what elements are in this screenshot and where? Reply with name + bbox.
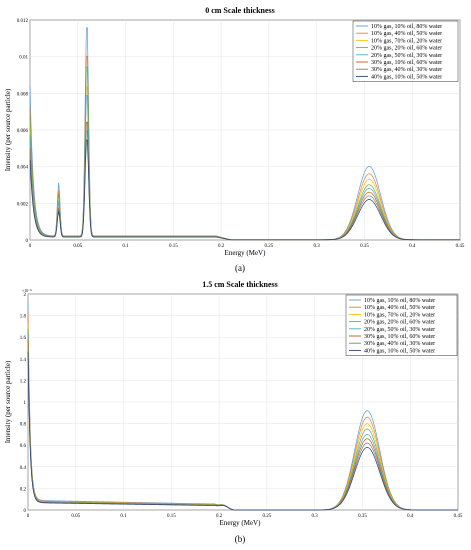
panel-a-ylabel: Intensity (per source particle) (4, 88, 12, 171)
legend-entry: 40% gas, 10% oil, 50% water (371, 74, 442, 80)
x-tick-label: 0.25 (263, 514, 272, 519)
x-tick-label: 0.05 (73, 244, 82, 249)
x-tick-label: 0.2 (216, 514, 223, 519)
x-tick-label: 0.3 (314, 244, 321, 249)
legend-entry: 10% gas, 10% oil, 80% water (371, 24, 442, 30)
y-tick-label: 1.6 (20, 336, 27, 341)
legend-entry: 20% gas, 50% oil, 30% water (371, 53, 442, 59)
y-tick-label: 0 (26, 239, 29, 244)
x-tick-label: 0.35 (358, 514, 367, 519)
legend-entry: 10% gas, 40% oil, 50% water (364, 305, 435, 311)
x-tick-label: 0.45 (454, 514, 463, 519)
y-tick-label: 2 (24, 293, 27, 298)
legend-box (352, 20, 459, 82)
x-tick-label: 0.25 (265, 244, 274, 249)
legend-entry: 20% gas, 20% oil, 60% water (371, 46, 442, 52)
x-tick-label: 0.4 (409, 244, 416, 249)
legend-entry: 20% gas, 50% oil, 30% water (364, 327, 435, 333)
y-tick-label: 1 (24, 401, 27, 406)
legend-entry: 30% gas, 40% oil, 30% water (371, 67, 442, 73)
panel-b-title: 1.5 cm Scale thickness (202, 280, 278, 289)
x-tick-label: 0 (27, 514, 30, 519)
x-tick-label: 0.1 (120, 514, 127, 519)
x-tick-label: 0.05 (71, 514, 80, 519)
panel-a-ticks: 0 0.05 0.1 0.15 0.2 0.25 0.3 0.35 0.4 0.45 0 0.002 0… (17, 19, 465, 249)
panel-b-ylabel: Intensity (per source particle) (4, 360, 12, 443)
legend-entry: 10% gas, 70% oil, 20% water (371, 38, 442, 44)
x-tick-label: 0.15 (169, 244, 178, 249)
x-tick-label: 0.3 (312, 514, 319, 519)
panel-a-series (29, 27, 460, 241)
legend-entry: 30% gas, 40% oil, 30% water (364, 341, 435, 347)
panel-a-label: (a) (235, 263, 245, 273)
y-tick-label: 0.8 (20, 423, 27, 428)
legend-box (345, 294, 458, 356)
x-tick-label: 0.2 (218, 244, 225, 249)
panel-a-xlabel: Energy (MeV) (225, 249, 267, 257)
legend-entry: 40% gas, 10% oil, 50% water (364, 348, 435, 354)
y-tick-label: 1.8 (20, 315, 27, 320)
x-tick-label: 0.15 (167, 514, 176, 519)
y-tick-label: 0.012 (17, 19, 29, 24)
panel-b-ticks: 0 0.05 0.1 0.15 0.2 0.25 0.3 0.35 0.4 0.45 0 0.2 0.4… (20, 293, 463, 519)
y-tick-label: 1.2 (20, 379, 27, 384)
legend-entry: 10% gas, 10% oil, 80% water (364, 298, 435, 304)
y-tick-label: 0.002 (17, 202, 29, 207)
y-tick-label: 0.004 (17, 166, 29, 171)
panel-b: 1.5 cm Scale thickness ×10⁻⁸ 0 0.05 0.1 0.1… (4, 280, 463, 544)
x-tick-label: 0.4 (407, 514, 414, 519)
panel-b-xlabel: Energy (MeV) (220, 519, 262, 527)
panel-a: 0 cm Scale thickness 0 0.05 0.1 0.15 0.2 0.25… (4, 6, 465, 273)
series-line (27, 351, 458, 511)
series-line (29, 139, 460, 241)
panel-a-title: 0 cm Scale thickness (205, 6, 275, 15)
y-tick-label: 0.6 (20, 444, 27, 449)
legend-entry: 10% gas, 40% oil, 50% water (371, 31, 442, 37)
legend-entry: 30% gas, 10% oil, 60% water (364, 334, 435, 340)
y-tick-label: 0.4 (20, 466, 27, 471)
legend-entry: 20% gas, 20% oil, 60% water (364, 320, 435, 326)
panel-b-series (27, 300, 458, 511)
y-tick-label: 0.006 (17, 129, 29, 134)
legend-entry: 30% gas, 10% oil, 60% water (371, 60, 442, 66)
y-tick-label: 0.2 (20, 487, 27, 492)
legend-entry: 10% gas, 70% oil, 20% water (364, 312, 435, 318)
x-tick-label: 0.35 (360, 244, 369, 249)
panel-b-label: (b) (235, 534, 246, 544)
x-tick-label: 0.1 (122, 244, 129, 249)
x-tick-label: 0 (29, 244, 32, 249)
y-tick-label: 0.008 (17, 92, 29, 97)
panel-b-y-exponent: ×10⁻⁸ (22, 288, 32, 293)
y-tick-label: 0.01 (19, 56, 28, 61)
y-tick-label: 0 (24, 509, 27, 514)
y-tick-label: 1.4 (20, 358, 27, 363)
x-tick-label: 0.45 (456, 244, 465, 249)
